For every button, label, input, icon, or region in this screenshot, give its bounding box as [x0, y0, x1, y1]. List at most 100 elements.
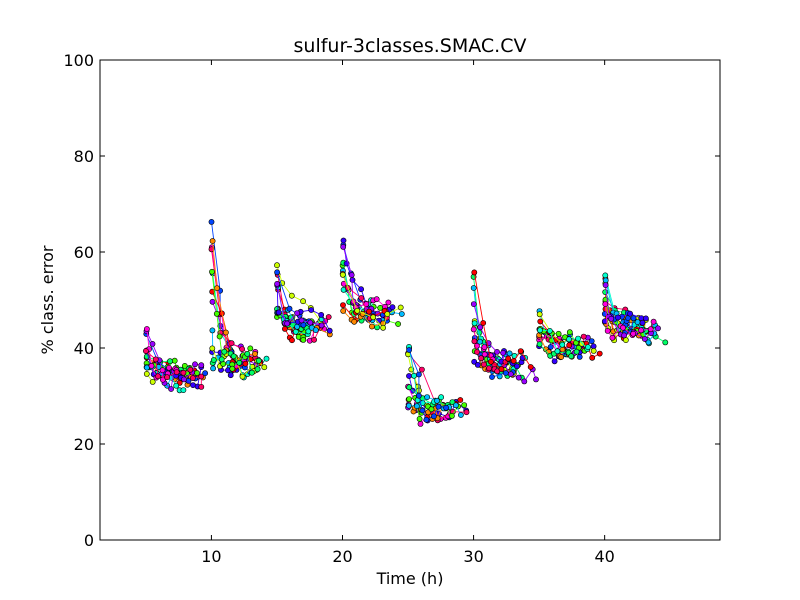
data-point: [438, 394, 444, 401]
data-point: [641, 336, 648, 342]
data-point: [590, 347, 597, 354]
data-point: [155, 373, 161, 380]
data-point: [627, 310, 633, 317]
data-point: [209, 268, 215, 275]
data-point: [477, 324, 484, 331]
data-point: [159, 367, 166, 374]
data-point: [198, 373, 205, 380]
data-point: [180, 369, 187, 376]
data-point: [214, 285, 220, 291]
data-point: [585, 344, 591, 350]
data-point: [164, 374, 170, 381]
data-point: [471, 338, 478, 345]
data-point: [620, 324, 626, 331]
data-point: [370, 314, 377, 321]
ticks-layer: 10 20 30 40 0 20 40 60 80 100: [63, 51, 720, 566]
data-point: [209, 238, 216, 244]
run-series: [274, 280, 325, 329]
data-point: [339, 271, 346, 278]
run-series: [340, 307, 386, 330]
data-point: [171, 357, 178, 364]
data-point: [621, 332, 627, 339]
data-point: [443, 404, 449, 411]
data-point: [536, 341, 543, 348]
data-point: [198, 383, 205, 390]
data-point: [340, 243, 347, 250]
data-point: [248, 369, 255, 376]
data-point: [602, 272, 609, 279]
data-point: [457, 412, 464, 418]
data-point: [559, 341, 566, 348]
data-point: [349, 277, 356, 283]
x-tick-label: 30: [463, 547, 483, 566]
data-point: [602, 301, 609, 307]
run-series: [209, 348, 262, 376]
data-point: [434, 397, 440, 404]
run-series: [274, 262, 324, 324]
data-point: [274, 262, 280, 269]
data-point: [502, 370, 509, 376]
run-line: [146, 328, 177, 381]
data-point: [578, 340, 585, 347]
data-point: [474, 349, 480, 355]
data-point: [274, 269, 280, 276]
data-point: [457, 397, 464, 403]
data-point: [397, 304, 404, 311]
data-point: [209, 327, 216, 334]
data-point: [230, 353, 237, 360]
data-point: [166, 364, 172, 371]
data-point: [289, 337, 295, 344]
data-point: [239, 346, 245, 352]
data-point: [655, 325, 661, 332]
data-point: [647, 326, 654, 333]
data-point: [630, 315, 637, 322]
data-point: [167, 358, 173, 365]
run-line: [145, 350, 202, 387]
data-point: [198, 362, 205, 369]
data-point: [406, 373, 412, 379]
data-point: [521, 378, 528, 385]
y-tick-label: 80: [74, 147, 94, 166]
data-point: [638, 327, 644, 334]
data-point: [395, 321, 401, 327]
data-point: [573, 348, 580, 355]
data-point: [615, 314, 621, 321]
data-point: [218, 356, 225, 363]
data-point: [209, 288, 216, 295]
data-point: [143, 370, 150, 377]
data-point: [312, 327, 319, 333]
data-point: [274, 280, 280, 287]
data-point: [423, 416, 430, 423]
data-point: [194, 370, 200, 376]
data-point: [384, 311, 391, 317]
run-series: [602, 301, 657, 341]
data-point: [284, 320, 290, 327]
data-point: [406, 347, 412, 353]
data-point: [448, 412, 455, 419]
data-point: [630, 330, 637, 337]
data-point: [286, 305, 293, 312]
data-point: [580, 333, 587, 340]
x-axis-label: Time (h): [376, 569, 444, 588]
data-point: [308, 307, 315, 313]
data-point: [173, 382, 180, 389]
data-point: [210, 357, 217, 363]
data-point: [255, 357, 262, 364]
data-point: [300, 298, 306, 305]
data-point: [385, 299, 392, 306]
data-point: [415, 392, 422, 399]
data-point: [602, 282, 609, 288]
data-point: [576, 353, 583, 360]
data-point: [480, 320, 487, 326]
data-point: [149, 378, 156, 385]
data-point: [596, 350, 603, 357]
data-point: [242, 360, 249, 367]
data-point: [643, 315, 649, 322]
data-point: [216, 333, 223, 340]
data-point: [527, 364, 534, 370]
data-point: [461, 402, 468, 408]
data-point: [398, 311, 405, 317]
y-axis-label: % class. error: [38, 245, 57, 354]
data-point: [213, 310, 220, 317]
data-point: [506, 350, 513, 357]
